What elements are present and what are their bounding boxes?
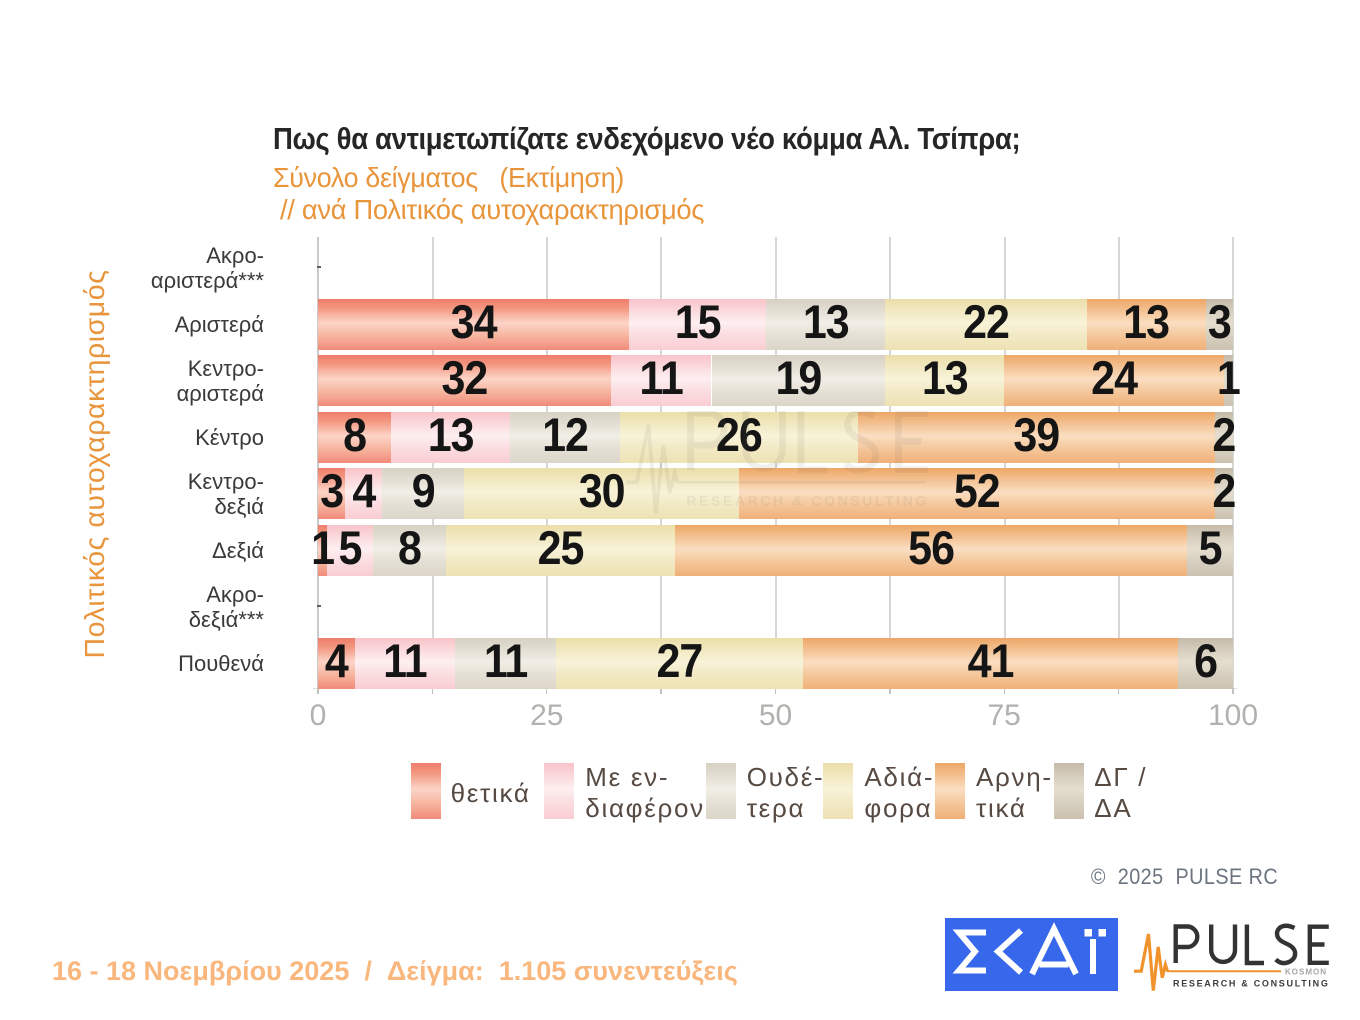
svg-text:RESEARCH & CONSULTING: RESEARCH & CONSULTING	[1173, 979, 1330, 989]
svg-text:RESEARCH & CONSULTING: RESEARCH & CONSULTING	[686, 493, 928, 509]
svg-text:KOSMON: KOSMON	[1285, 968, 1327, 977]
